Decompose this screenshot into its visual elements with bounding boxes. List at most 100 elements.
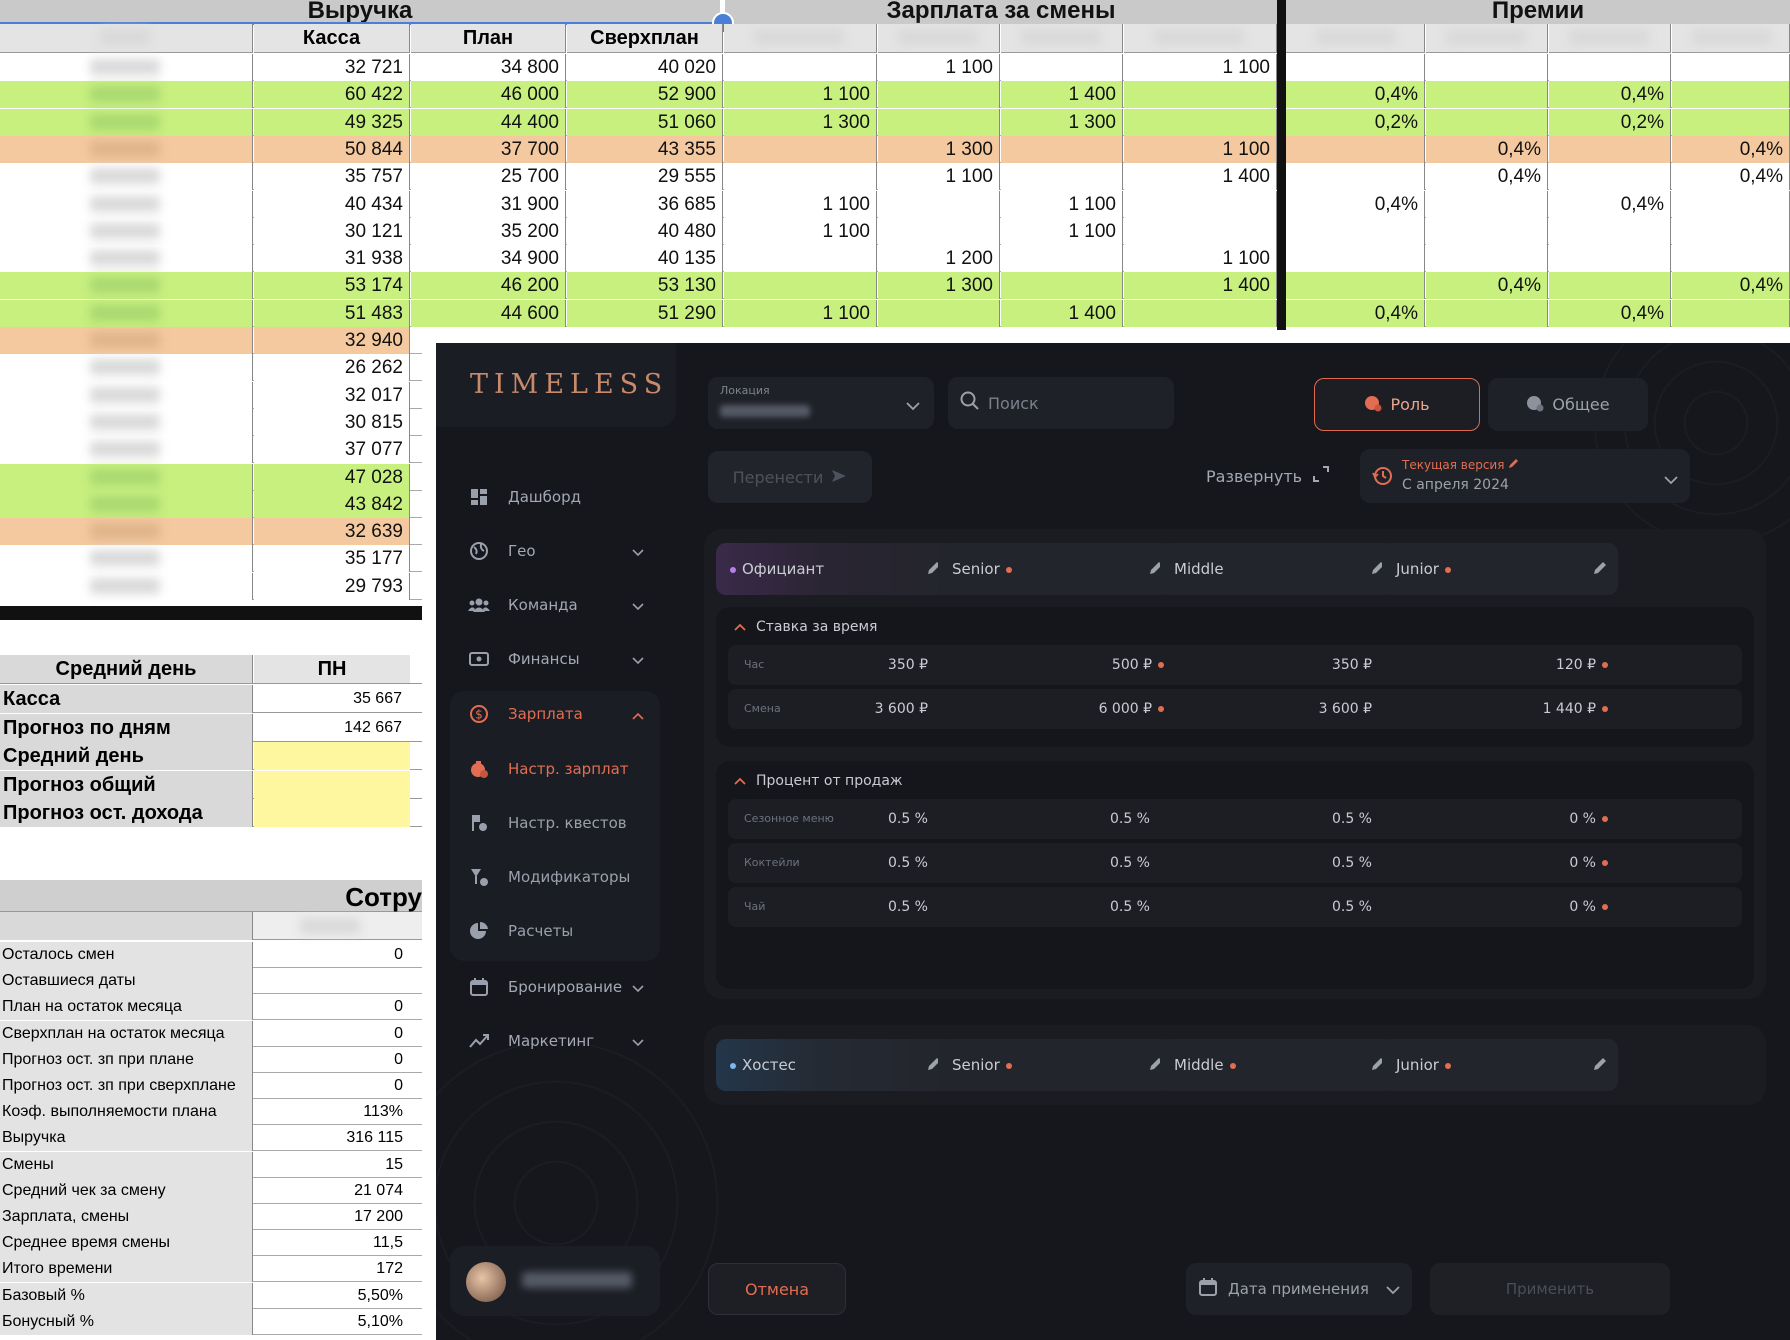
table-cell[interactable]: 32 940	[254, 327, 410, 354]
table-cell[interactable]: 1 400	[1124, 163, 1277, 191]
stat-value[interactable]: 0	[394, 1077, 403, 1094]
table-cell[interactable]	[1426, 190, 1548, 218]
edit-icon[interactable]	[926, 560, 942, 580]
table-cell[interactable]	[1286, 54, 1425, 81]
table-cell[interactable]: 1 300	[878, 135, 1000, 163]
table-cell[interactable]	[1001, 245, 1123, 273]
role-card-main[interactable]: Официант	[716, 543, 952, 595]
nav-quest-settings[interactable]: Настр. квестов	[450, 801, 660, 845]
table-cell[interactable]: 32 639	[254, 518, 410, 546]
table-cell[interactable]	[1672, 81, 1790, 109]
table-cell[interactable]: 1 100	[724, 81, 877, 109]
table-cell[interactable]	[878, 81, 1000, 109]
table-cell[interactable]	[1286, 217, 1425, 245]
rate-value[interactable]: 0.5 %	[1331, 855, 1372, 871]
nav-calculations[interactable]: Расчеты	[450, 909, 660, 953]
expand-button[interactable]: Развернуть	[1206, 465, 1330, 487]
table-cell[interactable]	[1426, 299, 1548, 327]
table-cell[interactable]: 0,4%	[1286, 299, 1425, 327]
table-cell[interactable]: 44 400	[411, 108, 566, 136]
table-cell[interactable]	[1286, 135, 1425, 163]
nav-booking[interactable]: Бронирование	[450, 965, 660, 1009]
table-cell[interactable]: 1 100	[878, 54, 1000, 81]
rate-value[interactable]: 0.5 %	[1109, 899, 1150, 915]
table-cell[interactable]: 0,4%	[1286, 190, 1425, 218]
summary-value[interactable]: 142 667	[344, 718, 402, 736]
table-cell[interactable]	[1672, 108, 1790, 136]
time-rate-toggle[interactable]: Ставка за время	[734, 619, 877, 635]
edit-icon[interactable]	[926, 1056, 942, 1076]
table-cell[interactable]: 0,4%	[1426, 272, 1548, 300]
rate-value[interactable]: 3 600 ₽	[874, 701, 928, 717]
table-cell[interactable]	[1426, 108, 1548, 136]
edit-icon[interactable]	[1370, 560, 1386, 580]
nav-marketing[interactable]: Маркетинг	[450, 1019, 660, 1063]
rate-value[interactable]: 0.5 %	[1331, 811, 1372, 827]
table-cell[interactable]	[1001, 163, 1123, 191]
edit-icon[interactable]	[1148, 1056, 1164, 1076]
rate-value[interactable]: 0.5 %	[887, 899, 928, 915]
stat-value[interactable]: 21 074	[354, 1181, 403, 1199]
table-cell[interactable]: 29 793	[254, 572, 410, 600]
rate-value[interactable]: 3 600 ₽	[1318, 701, 1372, 717]
table-cell[interactable]: 0,4%	[1426, 163, 1548, 191]
table-cell[interactable]	[878, 108, 1000, 136]
rate-value[interactable]: 0.5 %	[887, 855, 928, 871]
stat-value[interactable]: 316 115	[346, 1129, 403, 1147]
stat-value[interactable]: 5,50%	[357, 1286, 403, 1304]
nav-modifiers[interactable]: Модификаторы	[450, 855, 660, 899]
table-cell[interactable]: 49 325	[254, 108, 410, 136]
table-cell[interactable]: 35 757	[254, 163, 410, 191]
table-cell[interactable]: 1 300	[1001, 108, 1123, 136]
stat-value[interactable]: 11,5	[373, 1234, 403, 1252]
table-cell[interactable]: 29 555	[567, 163, 723, 191]
general-tab[interactable]: Общее	[1488, 378, 1648, 431]
nav-dashboard[interactable]: Дашборд	[450, 475, 660, 519]
table-cell[interactable]	[1672, 190, 1790, 218]
table-cell[interactable]: 31 900	[411, 190, 566, 218]
table-cell[interactable]	[1286, 245, 1425, 273]
user-profile[interactable]	[450, 1246, 660, 1316]
table-cell[interactable]	[1286, 272, 1425, 300]
table-cell[interactable]: 46 000	[411, 81, 566, 109]
role-card-level[interactable]: Middle	[1160, 1039, 1396, 1091]
summary-value[interactable]: 35 667	[353, 690, 402, 707]
table-cell[interactable]	[724, 135, 877, 163]
table-cell[interactable]	[1549, 272, 1671, 300]
search-input[interactable]	[988, 393, 1158, 413]
table-cell[interactable]	[1549, 54, 1671, 81]
table-cell[interactable]: 40 434	[254, 190, 410, 218]
table-cell[interactable]: 1 100	[724, 217, 877, 245]
table-cell[interactable]: 36 685	[567, 190, 723, 218]
rate-value[interactable]: 0 %	[1569, 855, 1608, 871]
table-cell[interactable]	[1124, 299, 1277, 327]
location-select[interactable]: Локация	[708, 377, 934, 429]
table-cell[interactable]: 1 100	[724, 190, 877, 218]
table-cell[interactable]	[1672, 217, 1790, 245]
role-card-level[interactable]: Junior	[1382, 543, 1618, 595]
table-cell[interactable]: 1 100	[1124, 135, 1277, 163]
summary-value[interactable]	[254, 770, 410, 799]
role-card-level[interactable]: Senior	[938, 543, 1174, 595]
rate-value[interactable]: 0.5 %	[1331, 899, 1372, 915]
table-cell[interactable]	[1672, 245, 1790, 273]
move-button[interactable]: Перенести	[708, 451, 872, 503]
rate-value[interactable]: 0.5 %	[1109, 811, 1150, 827]
table-cell[interactable]: 35 200	[411, 217, 566, 245]
table-cell[interactable]: 43 355	[567, 135, 723, 163]
table-cell[interactable]: 0,2%	[1549, 108, 1671, 136]
overplan-column-header[interactable]: Сверхплан	[567, 24, 723, 53]
table-cell[interactable]	[724, 245, 877, 273]
table-cell[interactable]: 1 100	[1001, 190, 1123, 218]
table-cell[interactable]	[1549, 245, 1671, 273]
nav-team[interactable]: Команда	[450, 583, 660, 627]
table-cell[interactable]: 30 815	[254, 408, 410, 436]
stat-value[interactable]: 0	[394, 1050, 403, 1068]
table-cell[interactable]	[878, 217, 1000, 245]
stat-value[interactable]: 17 200	[354, 1208, 403, 1225]
table-cell[interactable]: 40 135	[567, 245, 723, 273]
table-cell[interactable]: 34 800	[411, 54, 566, 81]
rate-value[interactable]: 6 000 ₽	[1099, 701, 1164, 717]
table-cell[interactable]: 1 300	[878, 272, 1000, 300]
role-tab[interactable]: Роль	[1314, 378, 1480, 431]
